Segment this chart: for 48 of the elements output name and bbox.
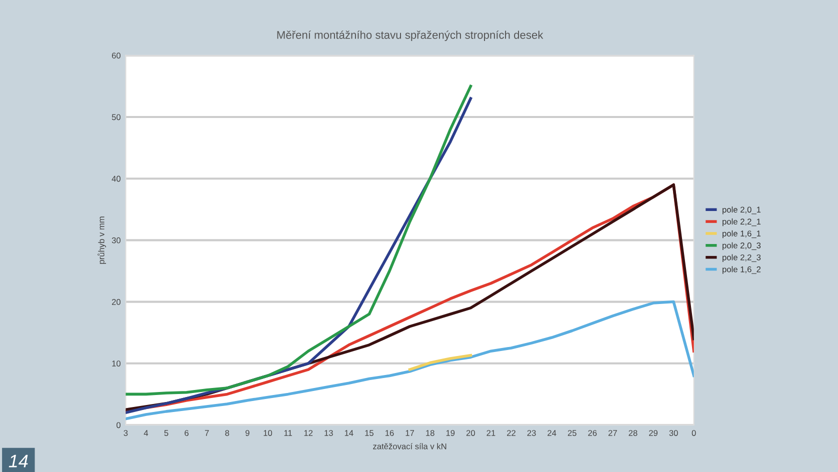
- y-tick-label: 0: [116, 422, 121, 428]
- x-tick-label: 0: [692, 430, 696, 436]
- x-axis-title: zatěžovací síla v kN: [373, 443, 446, 450]
- x-tick-label: 19: [446, 430, 455, 436]
- y-tick-label: 60: [112, 52, 121, 59]
- x-tick-label: 17: [406, 430, 414, 436]
- x-tick-label: 13: [324, 430, 333, 436]
- legend-label: pole 1,6_2: [722, 266, 761, 274]
- legend-label: pole 2,0_1: [722, 206, 761, 214]
- chart-title: Měření montážního stavu spřažených stropních desek: [277, 30, 544, 42]
- x-tick-label: 20: [466, 430, 475, 436]
- text: 14: [8, 454, 28, 468]
- x-tick-label: 14: [344, 430, 354, 436]
- x-tick-label: 21: [486, 430, 496, 436]
- y-tick-label: 30: [112, 237, 121, 244]
- x-tick-label: 4: [144, 430, 148, 436]
- legend-label: pole 1,6_1: [722, 230, 761, 238]
- x-tick-label: 18: [426, 430, 434, 436]
- y-axis-title: průhyb v mm: [98, 216, 106, 264]
- x-tick-label: 22: [507, 430, 516, 436]
- x-tick-label: 24: [548, 430, 556, 436]
- x-tick-label: 25: [568, 430, 576, 436]
- line-series: [408, 354, 472, 371]
- x-tick-label: 7: [204, 430, 209, 436]
- x-tick-label: 12: [304, 430, 313, 436]
- x-tick-label: 15: [365, 430, 374, 436]
- x-tick-label: 30: [669, 430, 678, 436]
- x-tick-label: 3: [124, 430, 128, 436]
- x-tick-label: 5: [164, 430, 168, 436]
- y-tick-label: 50: [112, 114, 121, 120]
- x-tick-label: 16: [385, 430, 394, 436]
- legend-label: pole 2,0_3: [722, 242, 761, 250]
- legend-label: pole 2,2_3: [722, 254, 761, 262]
- legend-label: pole 2,2_1: [722, 218, 761, 226]
- x-tick-label: 29: [649, 430, 658, 436]
- x-tick-label: 26: [588, 430, 597, 436]
- y-tick-label: 10: [112, 360, 121, 366]
- x-tick-label: 27: [608, 430, 617, 436]
- x-tick-label: 28: [628, 430, 638, 436]
- x-tick-label: 23: [527, 430, 536, 436]
- x-tick-label: 10: [264, 430, 272, 436]
- x-tick-label: 6: [184, 430, 189, 436]
- x-tick-label: 8: [225, 430, 230, 436]
- y-tick-label: 40: [112, 176, 121, 182]
- x-tick-label: 11: [284, 430, 292, 436]
- line-series: [126, 300, 694, 420]
- x-tick-label: 9: [246, 430, 250, 436]
- y-tick-label: 20: [112, 298, 121, 305]
